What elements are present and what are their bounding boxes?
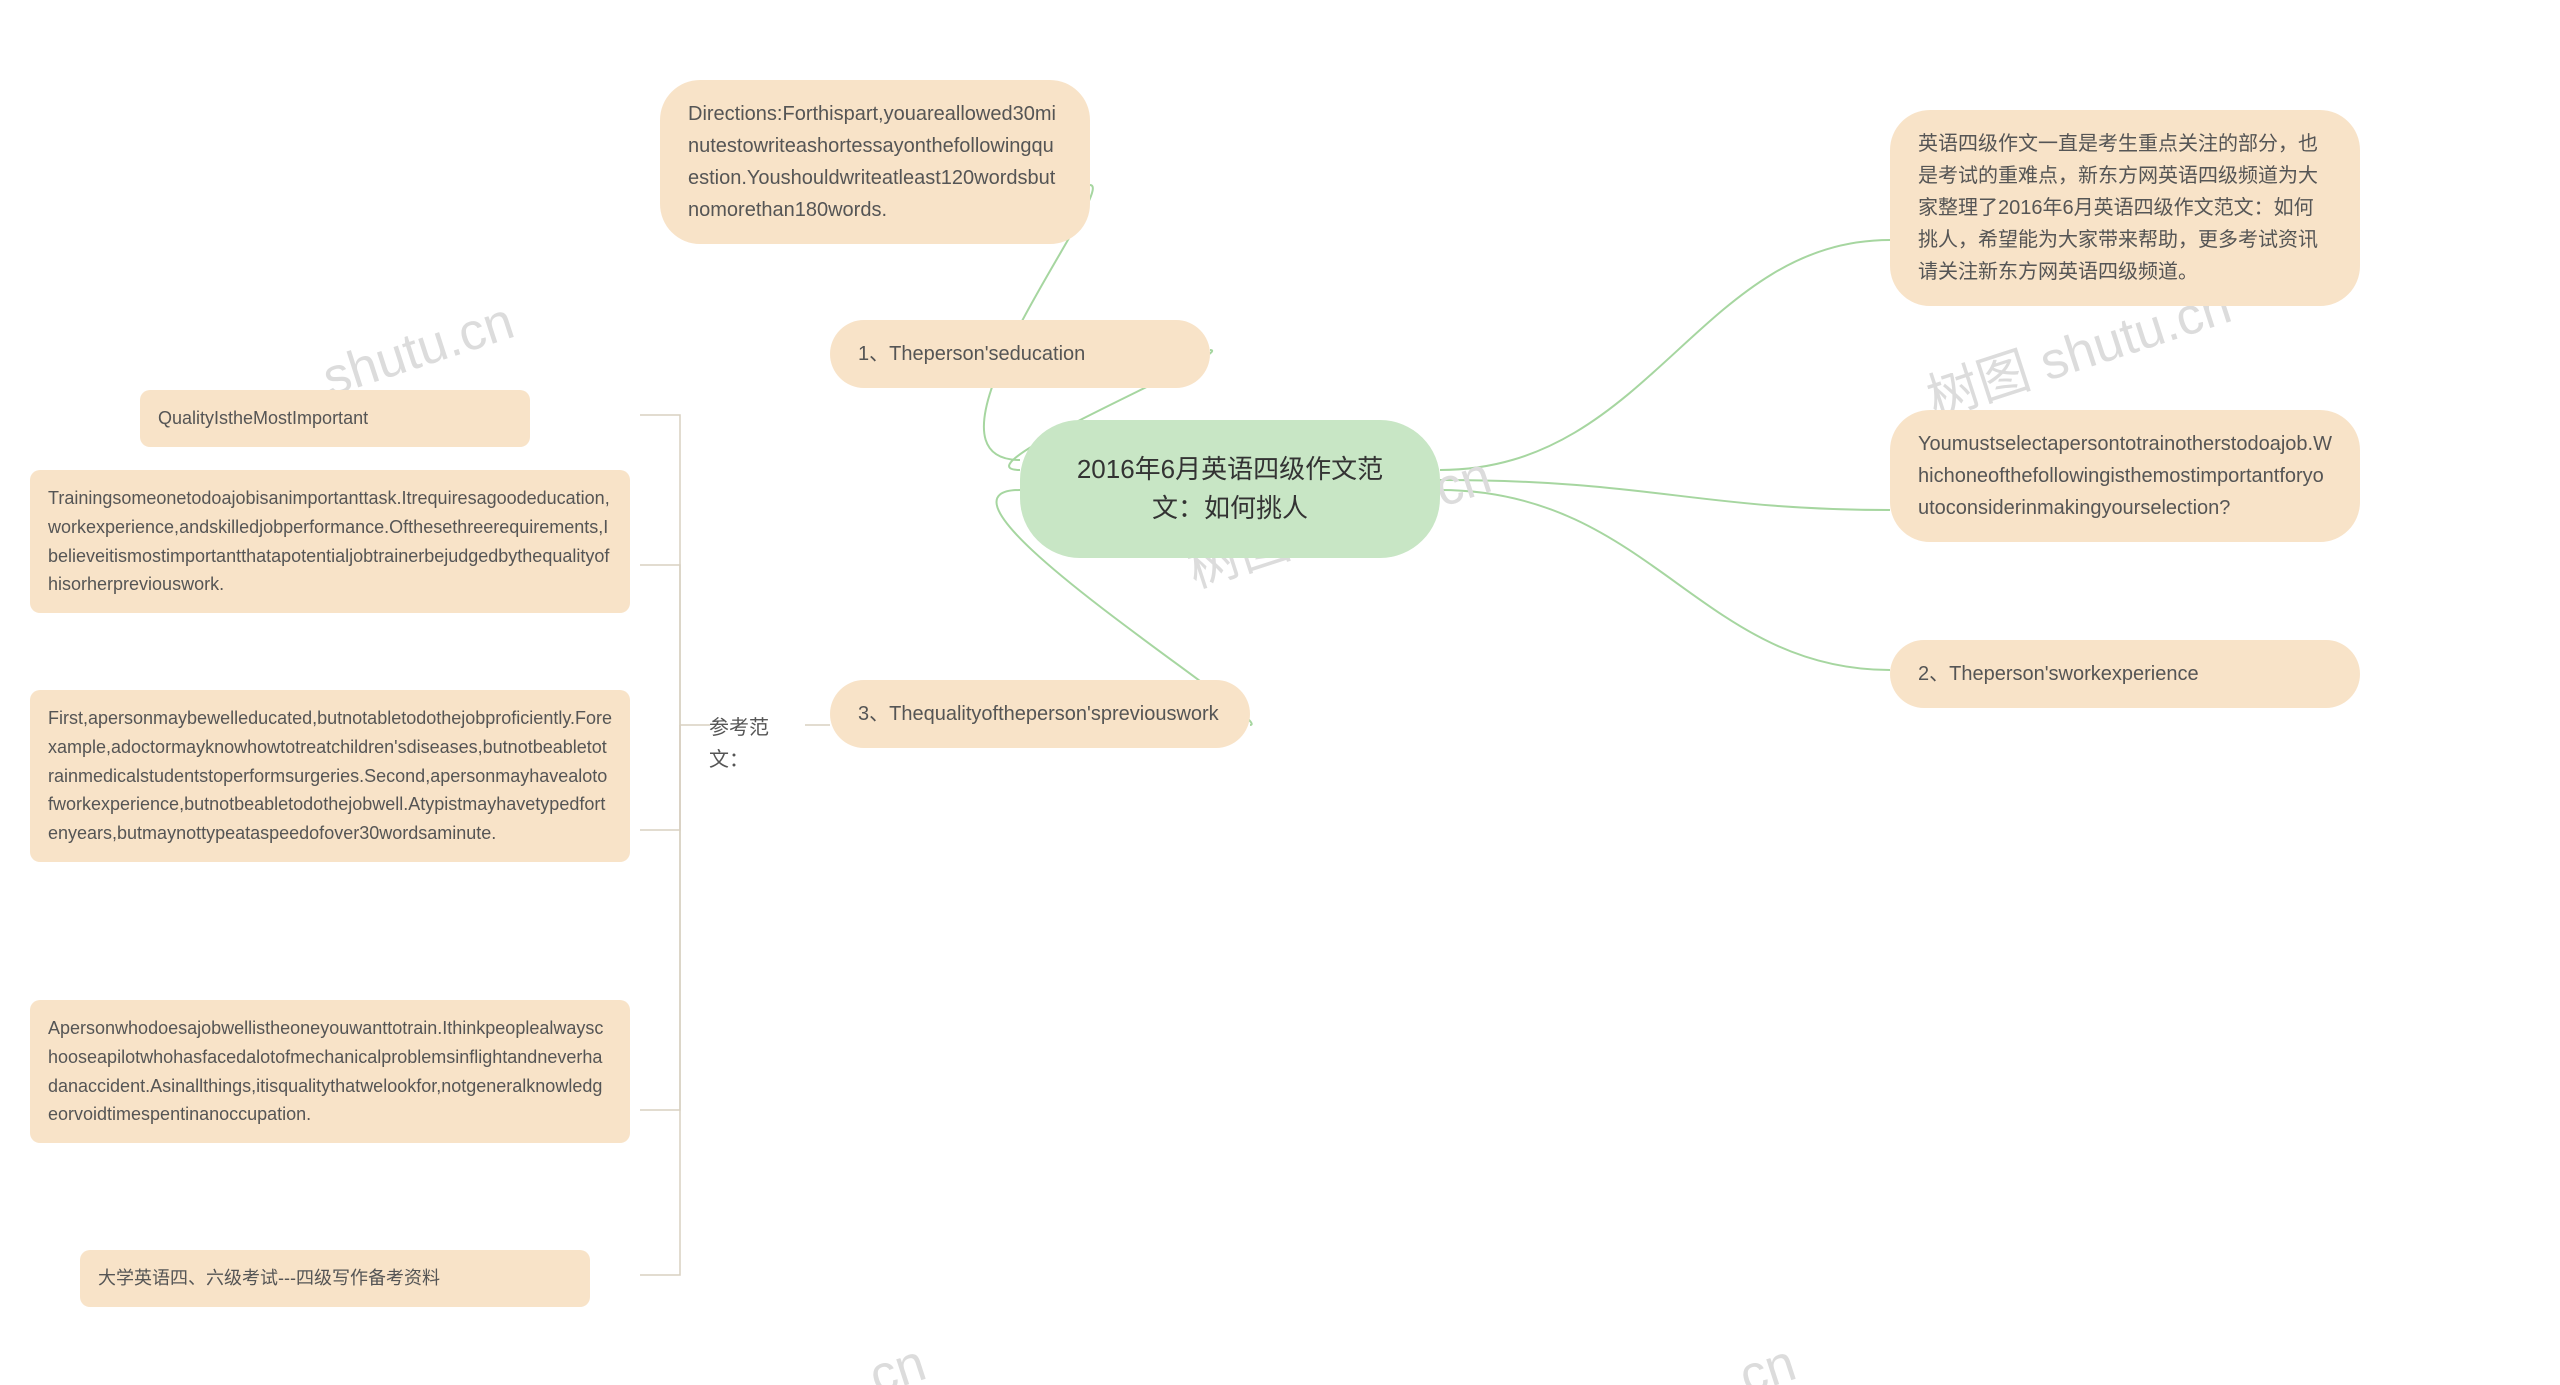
leaf-quality-title: QualityIstheMostImportant bbox=[140, 390, 530, 447]
leaf-paragraph-3: Apersonwhodoesajobwellistheoneyouwanttot… bbox=[30, 1000, 630, 1143]
branch-option-3: 3、Thequalityoftheperson'spreviouswork bbox=[830, 680, 1250, 748]
branch-reference-essay: 参考范文： bbox=[695, 702, 815, 786]
leaf-resource-link: 大学英语四、六级考试---四级写作备考资料 bbox=[80, 1250, 590, 1307]
watermark: cn bbox=[862, 1333, 933, 1385]
branch-prompt: Youmustselectapersontotrainotherstodoajo… bbox=[1890, 410, 2360, 542]
leaf-paragraph-2: First,apersonmaybewelleducated,butnotabl… bbox=[30, 690, 630, 862]
branch-intro: 英语四级作文一直是考生重点关注的部分，也是考试的重难点，新东方网英语四级频道为大… bbox=[1890, 110, 2360, 306]
branch-option-2: 2、Theperson'sworkexperience bbox=[1890, 640, 2360, 708]
branch-option-1: 1、Theperson'seducation bbox=[830, 320, 1210, 388]
leaf-paragraph-1: Trainingsomeonetodoajobisanimportanttask… bbox=[30, 470, 630, 613]
center-node: 2016年6月英语四级作文范文：如何挑人 bbox=[1020, 420, 1440, 558]
watermark: cn bbox=[1732, 1333, 1803, 1385]
branch-directions: Directions:Forthispart,youareallowed30mi… bbox=[660, 80, 1090, 244]
